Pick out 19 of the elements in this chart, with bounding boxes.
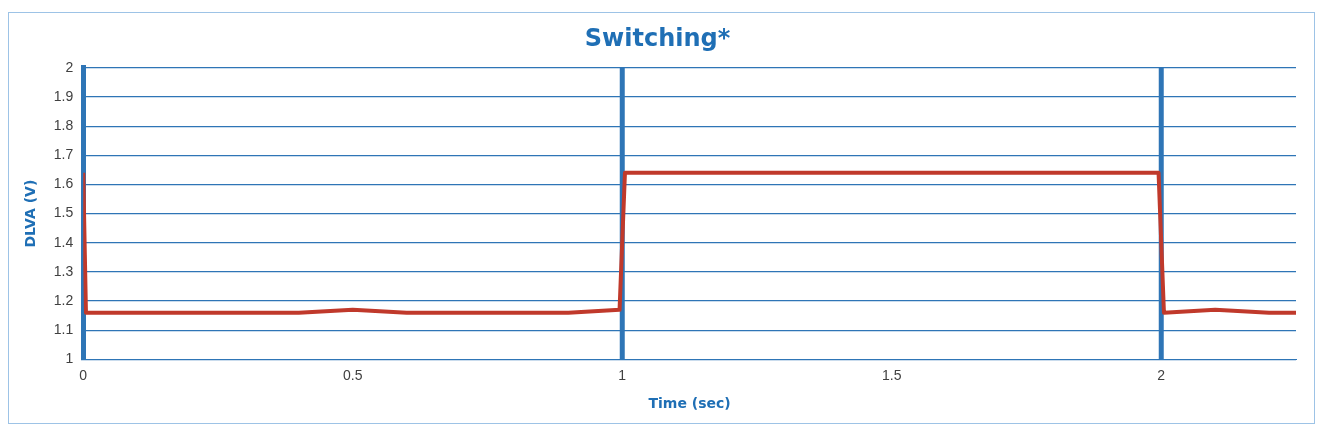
x-tick-label: 1.5: [882, 366, 902, 383]
y-tick-label: 1: [65, 350, 74, 367]
y-axis-title: DLVA (V): [22, 179, 39, 248]
x-tick-label: 0: [79, 366, 88, 383]
y-tick-label: 1.6: [53, 175, 74, 192]
y-tick-label: 1.1: [53, 321, 74, 338]
x-axis-title: Time (sec): [648, 395, 731, 412]
y-tick-label: 1.9: [53, 87, 74, 104]
y-tick-label: 1.4: [53, 233, 74, 250]
y-tick-label: 1.2: [53, 291, 74, 308]
x-tick-label: 1: [618, 366, 627, 383]
y-tick-label: 2: [65, 58, 74, 75]
y-tick-label: 1.5: [53, 204, 74, 221]
x-tick-label: 0.5: [343, 366, 363, 383]
y-tick-label: 1.7: [53, 146, 74, 163]
x-tick-label: 2: [1157, 366, 1166, 383]
y-tick-label: 1.8: [53, 116, 74, 133]
y-tick-label: 1.3: [53, 262, 74, 279]
chart-title: Switching*: [584, 23, 731, 52]
